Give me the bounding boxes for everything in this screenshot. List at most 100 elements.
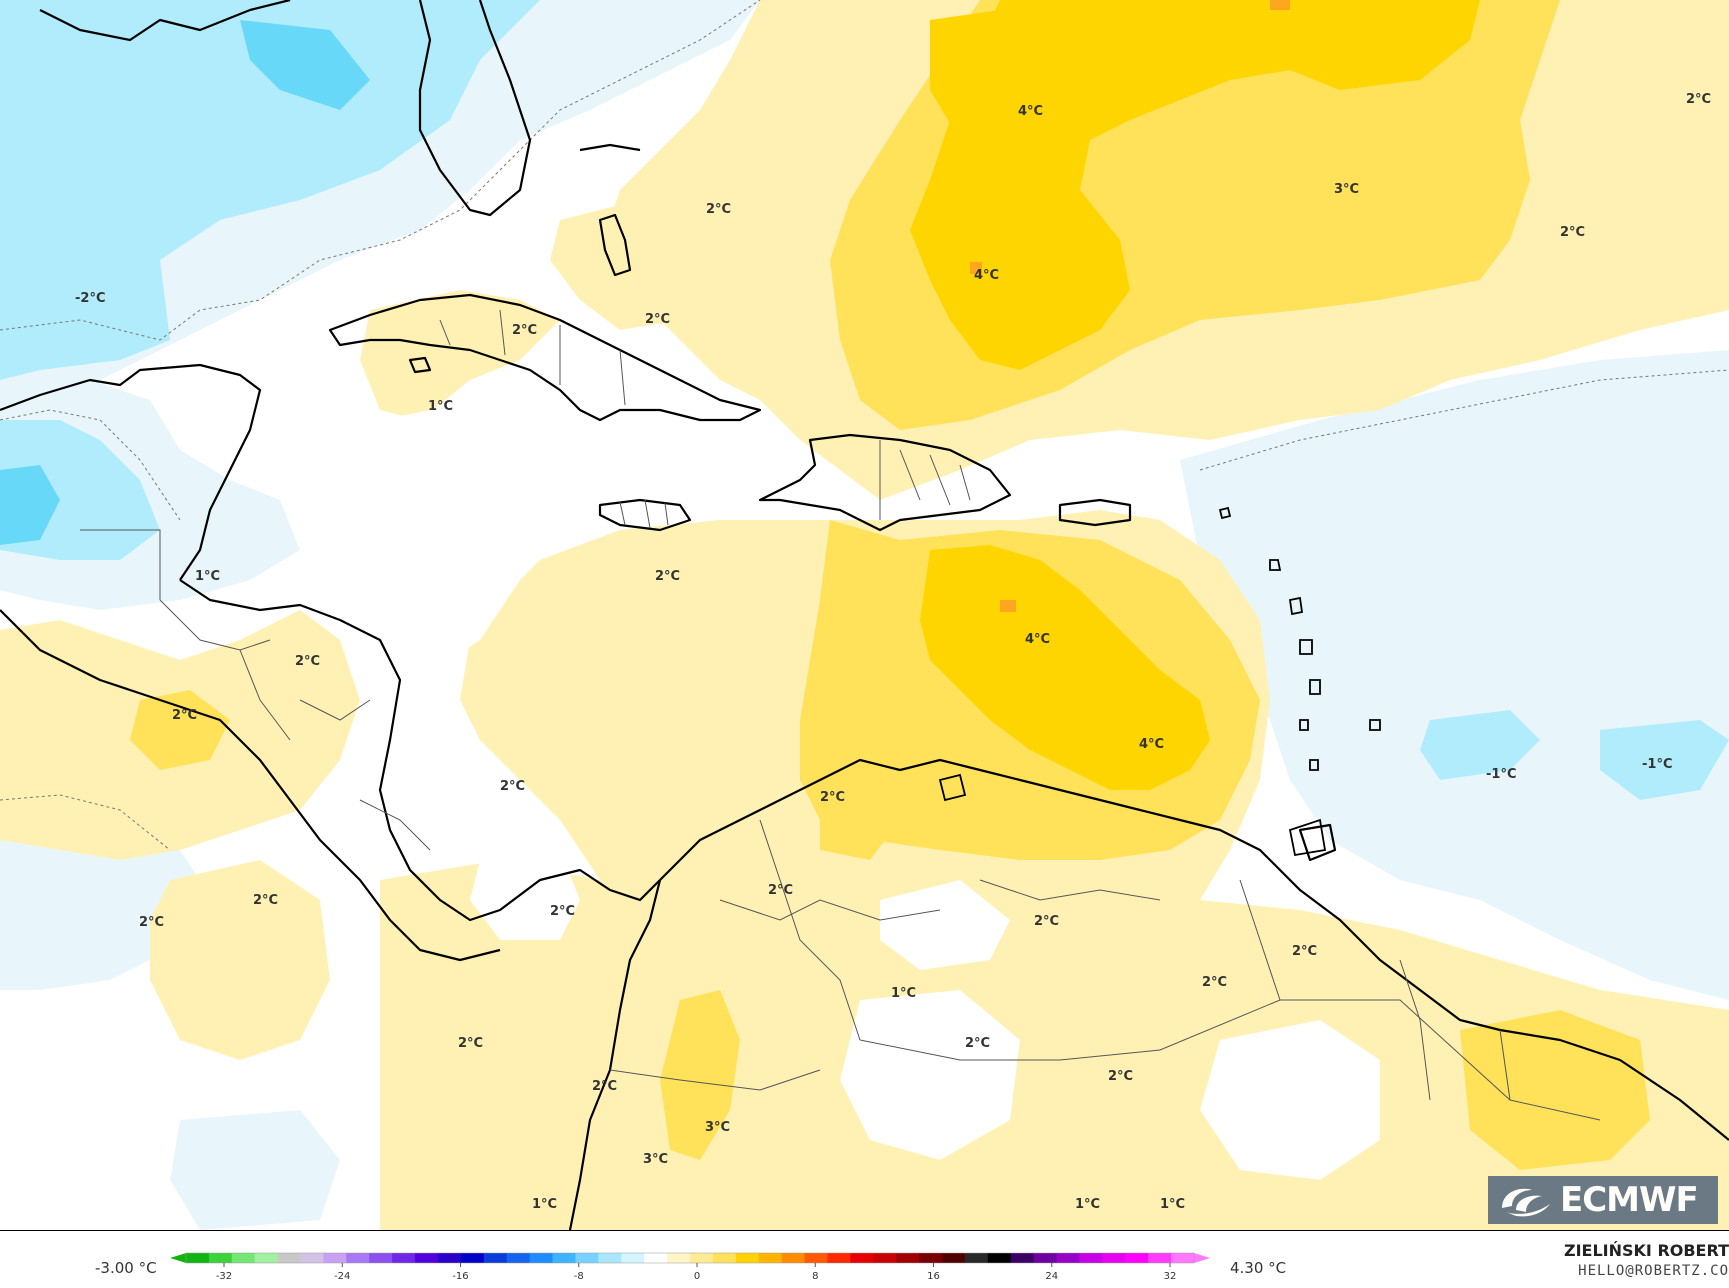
lesser-antilles bbox=[938, 506, 1381, 857]
color-scale-arrow-left bbox=[170, 1253, 186, 1263]
warm-zone-cuba bbox=[360, 290, 560, 420]
coast-mexico-east bbox=[249, 0, 291, 12]
color-scale-cell bbox=[804, 1253, 828, 1263]
color-scale-tick-label: -16 bbox=[452, 1271, 468, 1282]
color-scale-cell bbox=[529, 1253, 554, 1263]
contour-label: 4°C bbox=[1139, 737, 1164, 752]
coastlines bbox=[0, 0, 1729, 1230]
neutral-zone-west-caribbean bbox=[360, 400, 560, 680]
color-scale-tick-label: -24 bbox=[334, 1271, 350, 1282]
warm-zone-east-south-america bbox=[1460, 1010, 1650, 1170]
color-scale-cell bbox=[1010, 1253, 1035, 1263]
warm-zone-atlantic-core bbox=[910, 0, 1480, 370]
contour-label: 2°C bbox=[500, 779, 525, 794]
color-scale-cell bbox=[827, 1253, 851, 1263]
warm-zone-hotspot-a bbox=[1270, 0, 1290, 10]
neutral-zone-amazon-b bbox=[1200, 1020, 1380, 1180]
contour-label: 2°C bbox=[965, 1036, 990, 1051]
coast-isla-juventud bbox=[408, 356, 432, 374]
border-central-america-a bbox=[159, 599, 271, 651]
color-scale-cell bbox=[690, 1253, 714, 1263]
border-central-america-d bbox=[359, 799, 431, 851]
color-scale-cells bbox=[170, 1252, 1210, 1264]
island-b bbox=[1269, 559, 1282, 571]
color-scale-cell bbox=[552, 1253, 576, 1263]
color-scale-cell bbox=[712, 1253, 737, 1263]
color-scale-cell bbox=[1102, 1253, 1126, 1263]
contour-label: 2°C bbox=[706, 202, 731, 217]
contour-label: -1°C bbox=[1486, 767, 1516, 782]
color-scale-tick-label: 16 bbox=[927, 1271, 940, 1282]
contour-label: 1°C bbox=[1075, 1197, 1100, 1212]
warm-zone-caribbean-core bbox=[920, 545, 1210, 790]
author-email: HELLO@ROBERTZ.CO bbox=[1578, 1263, 1729, 1279]
contour-line-a bbox=[0, 0, 761, 341]
contour-label: 2°C bbox=[295, 654, 320, 669]
color-scale-cell bbox=[873, 1253, 897, 1263]
island-j bbox=[1288, 818, 1327, 857]
contour-label: -2°C bbox=[75, 291, 105, 306]
color-scale-cell bbox=[277, 1253, 302, 1263]
warm-zone-venezuela bbox=[820, 770, 900, 860]
border-jamaica-parishes bbox=[619, 499, 669, 529]
island-a bbox=[1218, 506, 1232, 520]
author-credit: ZIELIŃSKI ROBERT bbox=[1563, 1241, 1729, 1260]
temperature-anomaly-map: 4°C 2°C 3°C 2°C 4°C -2°C 2°C 2°C 2°C 1°C… bbox=[0, 0, 1729, 1230]
contour-label: 2°C bbox=[1108, 1069, 1133, 1084]
contour-label: 2°C bbox=[1686, 92, 1711, 107]
color-scale-cell bbox=[208, 1253, 233, 1263]
color-scale-cell bbox=[850, 1253, 874, 1263]
color-scale-arrow-right bbox=[1194, 1253, 1210, 1263]
coast-central-america-west bbox=[0, 609, 501, 962]
ecmwf-logo-icon bbox=[1502, 1188, 1550, 1217]
warm-zone-caribbean-hotspot bbox=[1000, 600, 1016, 612]
coast-gulf-north bbox=[39, 8, 251, 42]
contour-line-d bbox=[0, 794, 171, 851]
coast-hispaniola bbox=[758, 433, 1012, 532]
color-scale-cell bbox=[644, 1253, 668, 1263]
island-c bbox=[1288, 596, 1304, 616]
neutral-zone-amazon-c bbox=[880, 880, 1010, 970]
color-scale-cell bbox=[942, 1253, 966, 1263]
color-scale-cell bbox=[415, 1253, 439, 1263]
border-suriname-guiana bbox=[1499, 1029, 1511, 1101]
map-canvas: 4°C 2°C 3°C 2°C 4°C -2°C 2°C 2°C 2°C 1°C… bbox=[0, 0, 1729, 1230]
warm-zone-south-america bbox=[380, 860, 1729, 1230]
warm-zone-central-america-b bbox=[130, 690, 230, 770]
legend-min-value: -3.00 °C bbox=[95, 1259, 157, 1277]
cold-zone-gulf-patch bbox=[240, 20, 370, 110]
ecmwf-logo-text: ECMWF bbox=[1560, 1180, 1699, 1220]
island-d bbox=[1299, 639, 1313, 655]
contour-label: 2°C bbox=[458, 1036, 483, 1051]
border-dr-provinces bbox=[899, 449, 971, 506]
contour-label: 2°C bbox=[253, 893, 278, 908]
contour-label: 1°C bbox=[195, 569, 220, 584]
contour-label: 3°C bbox=[643, 1152, 668, 1167]
warm-zone-bahamas bbox=[550, 200, 720, 330]
contour-label: 2°C bbox=[512, 323, 537, 338]
color-scale-cell bbox=[483, 1253, 508, 1263]
color-scale-cell bbox=[1148, 1253, 1172, 1263]
color-scale-cell bbox=[300, 1253, 324, 1263]
contour-label: 2°C bbox=[1292, 944, 1317, 959]
contour-label: 2°C bbox=[1202, 975, 1227, 990]
cold-zone-yucatan-core bbox=[0, 465, 60, 545]
island-f bbox=[1369, 719, 1381, 731]
color-scale-cell bbox=[506, 1253, 531, 1263]
contour-line-c bbox=[0, 409, 181, 521]
border-central-america-b bbox=[239, 649, 291, 741]
contour-label: 4°C bbox=[1025, 632, 1050, 647]
cold-zone-east-atlantic bbox=[1180, 350, 1729, 1000]
border-colombia-ecuador bbox=[609, 1069, 821, 1091]
island-e bbox=[1309, 679, 1321, 695]
color-scale-tick-label: 8 bbox=[812, 1271, 818, 1282]
contour-label: 2°C bbox=[592, 1079, 617, 1094]
color-scale-cell bbox=[735, 1253, 760, 1263]
ecmwf-logo: ECMWF bbox=[1488, 1176, 1718, 1224]
color-scale-tick-label: 0 bbox=[694, 1271, 700, 1282]
color-scale-ticks: -32 -24 -16 -8 0 8 16 24 32 bbox=[216, 1263, 1176, 1282]
color-scale-outline bbox=[185, 1252, 1195, 1264]
contour-label: 2°C bbox=[1034, 914, 1059, 929]
coast-puerto-rico bbox=[1058, 498, 1132, 527]
color-scale-cell bbox=[621, 1253, 645, 1263]
